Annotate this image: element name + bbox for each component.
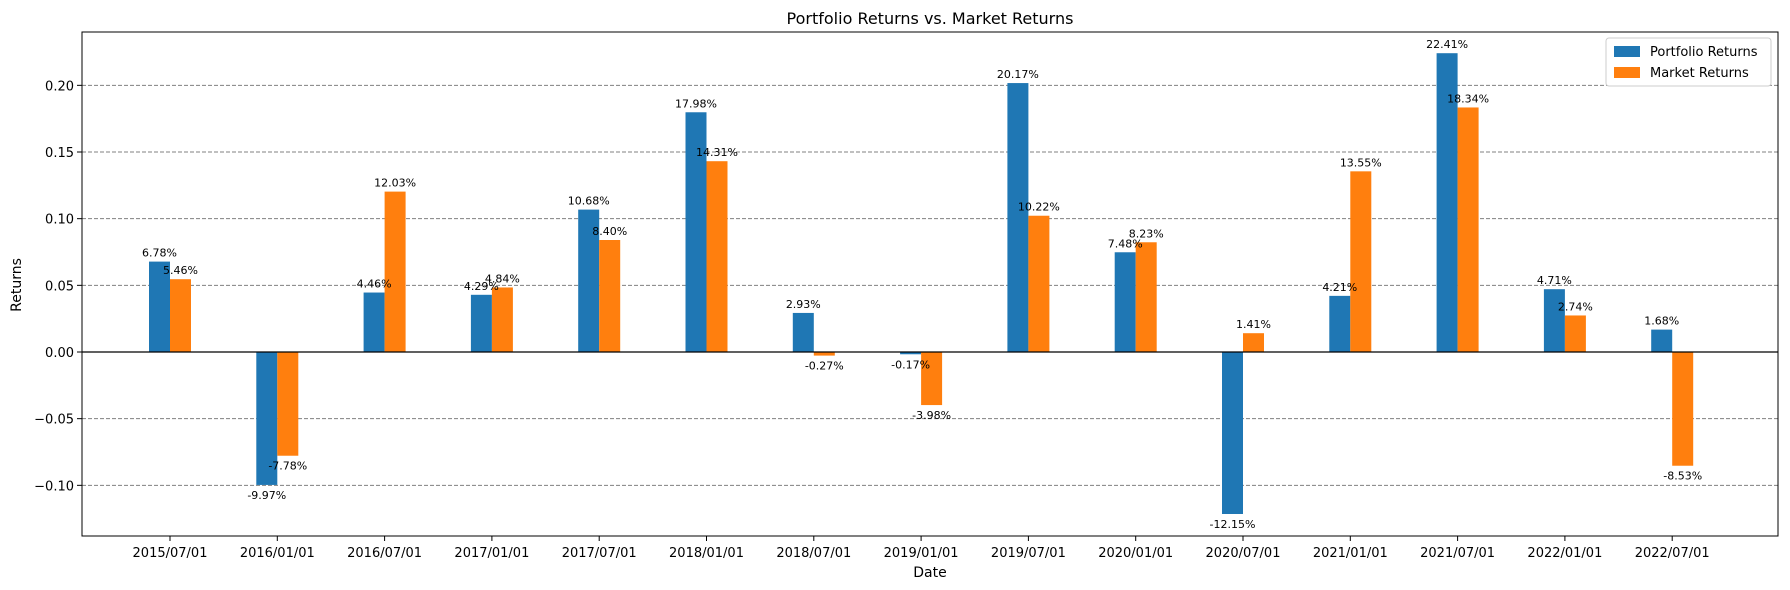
bar-market xyxy=(170,279,191,352)
data-label: 8.40% xyxy=(592,225,627,238)
legend-swatch xyxy=(1614,67,1640,78)
x-tick-label: 2020/01/01 xyxy=(1098,546,1173,561)
data-label: 1.41% xyxy=(1236,318,1271,331)
data-label: 1.68% xyxy=(1644,315,1679,328)
bar-portfolio xyxy=(470,294,492,352)
data-label: -8.53% xyxy=(1663,470,1702,483)
legend-swatch xyxy=(1614,46,1640,57)
bar-portfolio xyxy=(1007,83,1029,353)
bar-portfolio xyxy=(578,209,600,352)
data-label: 10.68% xyxy=(568,195,610,208)
y-axis-title: Returns xyxy=(9,258,25,312)
bar-market xyxy=(921,352,943,406)
y-tick-label: −0.10 xyxy=(34,479,74,494)
data-label: 7.48% xyxy=(1108,237,1143,250)
data-label: 4.21% xyxy=(1322,281,1357,294)
x-axis-title: Date xyxy=(913,565,946,581)
bar-market xyxy=(706,161,728,352)
x-axis: 2015/07/01 2016/01/01 2016/07/01 2017/01/01… xyxy=(133,536,1710,561)
bar-market xyxy=(1135,242,1157,352)
data-label: 4.71% xyxy=(1537,274,1572,287)
legend: Portfolio Returns Market Returns xyxy=(1605,37,1772,87)
x-tick-label: 2015/07/01 xyxy=(133,546,208,561)
bar-market xyxy=(277,352,299,456)
data-label: 17.98% xyxy=(675,97,717,110)
data-label: 22.41% xyxy=(1426,38,1468,51)
data-label: -0.27% xyxy=(805,360,844,373)
x-tick-label: 2017/07/01 xyxy=(562,546,637,561)
y-tick-label: 0.10 xyxy=(45,213,74,228)
x-tick-label: 2021/01/01 xyxy=(1313,546,1388,561)
data-label: 4.29% xyxy=(464,280,499,293)
plot-frame xyxy=(81,31,1779,537)
legend-label: Market Returns xyxy=(1650,66,1749,81)
data-label: 6.78% xyxy=(142,247,177,260)
bar-portfolio xyxy=(1543,289,1565,352)
data-labels: 6.78% -9.97% 4.46% 4.29% 10.68% 17.98% 2.93% -0… xyxy=(142,38,1702,531)
bar-market xyxy=(1457,107,1479,352)
bar-portfolio xyxy=(363,292,385,352)
data-label: -12.15% xyxy=(1210,518,1256,531)
bar-portfolio xyxy=(1329,295,1351,352)
x-tick-label: 2016/01/01 xyxy=(240,546,315,561)
y-tick-label: 0.05 xyxy=(45,279,74,294)
bar-portfolio xyxy=(1651,329,1673,352)
data-label: 18.34% xyxy=(1447,92,1489,105)
legend-box xyxy=(1605,37,1772,87)
data-label: 5.46% xyxy=(163,264,198,277)
bar-market xyxy=(599,240,621,352)
data-label: 13.55% xyxy=(1340,156,1382,169)
data-label: 10.22% xyxy=(1018,201,1060,214)
bar-portfolio xyxy=(1436,53,1458,352)
x-tick-label: 2018/07/01 xyxy=(776,546,851,561)
x-tick-label: 2022/01/01 xyxy=(1527,546,1602,561)
bar-portfolio xyxy=(900,352,922,355)
grid-lines xyxy=(82,84,1778,486)
x-tick-label: 2019/01/01 xyxy=(884,546,959,561)
data-label: 2.93% xyxy=(786,298,821,311)
chart-title: Portfolio Returns vs. Market Returns xyxy=(787,9,1074,28)
data-label: 4.84% xyxy=(485,272,520,285)
y-tick-label: 0.00 xyxy=(45,346,74,361)
data-label: 8.23% xyxy=(1129,227,1164,240)
y-tick-label: 0.15 xyxy=(45,146,74,161)
x-tick-label: 2019/07/01 xyxy=(991,546,1066,561)
x-tick-label: 2016/07/01 xyxy=(347,546,422,561)
bar-market xyxy=(813,352,835,356)
x-tick-label: 2020/07/01 xyxy=(1206,546,1281,561)
data-label: -7.78% xyxy=(268,460,307,473)
data-label: -3.98% xyxy=(912,409,951,422)
bars xyxy=(149,53,1694,514)
data-label: 12.03% xyxy=(374,177,416,190)
bar-market xyxy=(1028,215,1050,352)
bar-market xyxy=(491,287,513,352)
data-label: -9.97% xyxy=(247,489,286,502)
data-label: 2.74% xyxy=(1558,300,1593,313)
bar-portfolio xyxy=(149,261,170,352)
bar-portfolio xyxy=(1114,252,1136,352)
bar-portfolio xyxy=(685,112,707,353)
y-tick-label: −0.05 xyxy=(34,413,74,428)
bar-portfolio xyxy=(256,352,278,485)
y-tick-label: 0.20 xyxy=(45,79,74,94)
x-tick-label: 2018/01/01 xyxy=(669,546,744,561)
bar-market xyxy=(1564,315,1586,352)
y-axis: −0.10 −0.05 0.00 0.05 0.10 0.15 0.20 xyxy=(34,79,82,494)
x-tick-label: 2017/01/01 xyxy=(454,546,529,561)
bar-portfolio xyxy=(1222,352,1243,514)
data-label: -0.17% xyxy=(891,358,930,371)
bar-market xyxy=(1243,333,1264,352)
bar-portfolio xyxy=(792,312,814,352)
bar-market xyxy=(1672,352,1694,466)
data-label: 14.31% xyxy=(696,146,738,159)
bar-market xyxy=(384,191,406,352)
bar-market xyxy=(1350,171,1372,352)
x-tick-label: 2022/07/01 xyxy=(1635,546,1710,561)
data-label: 20.17% xyxy=(997,68,1039,81)
x-tick-label: 2021/07/01 xyxy=(1420,546,1495,561)
legend-label: Portfolio Returns xyxy=(1650,45,1758,60)
data-label: 4.46% xyxy=(357,278,392,291)
